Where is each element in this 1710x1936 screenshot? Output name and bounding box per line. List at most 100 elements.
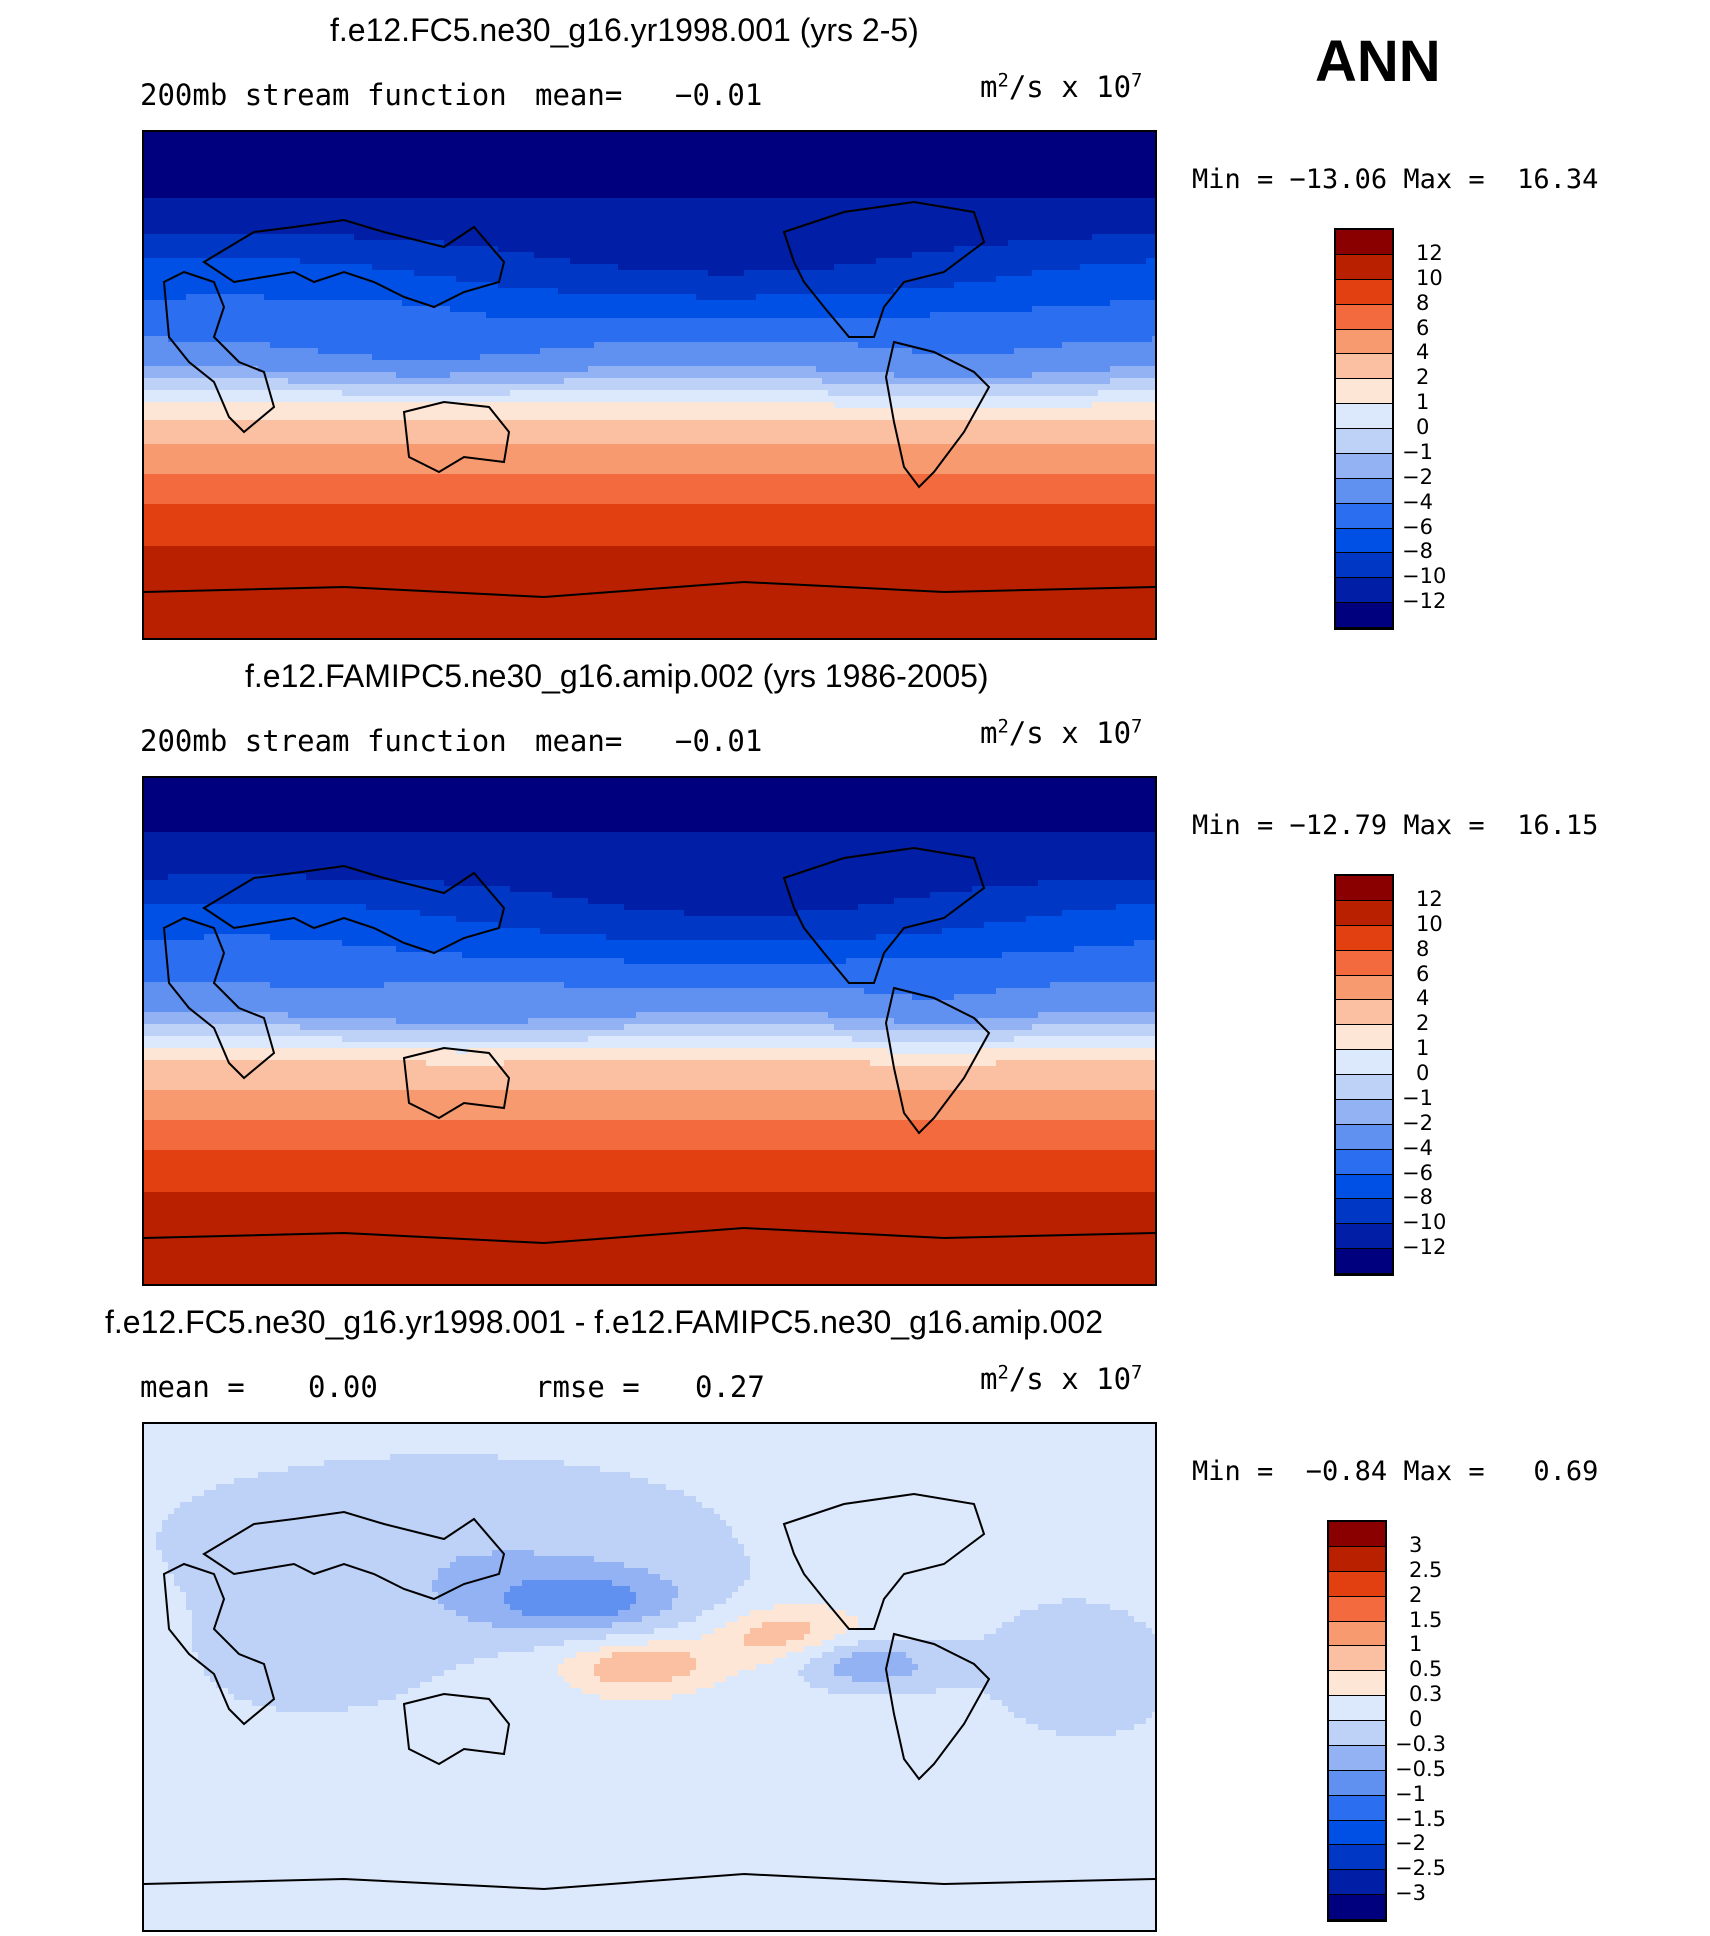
field-cell [672, 216, 679, 223]
field-cell [408, 228, 415, 235]
field-cell [930, 270, 937, 277]
field-cell [648, 294, 655, 301]
field-cell [504, 222, 511, 229]
field-cell [594, 276, 601, 283]
field-cell [516, 234, 523, 241]
field-cell [1116, 288, 1123, 295]
field-cell [330, 144, 337, 151]
field-cell [618, 252, 625, 259]
field-cell [1050, 204, 1057, 211]
field-cell [1122, 198, 1129, 205]
field-cell [276, 210, 283, 217]
field-cell [750, 210, 757, 217]
field-cell [378, 246, 385, 253]
field-cell [432, 192, 439, 199]
field-cell [312, 252, 319, 259]
field-cell [858, 138, 865, 145]
field-cell [288, 180, 295, 187]
field-cell [1050, 174, 1057, 181]
field-cell [204, 162, 211, 169]
field-cell [366, 258, 373, 265]
field-cell [234, 216, 241, 223]
field-cell [420, 144, 427, 151]
field-cell [828, 186, 835, 193]
field-cell [180, 186, 187, 193]
field-cell [1038, 156, 1045, 163]
field-cell [636, 240, 643, 247]
field-cell [1056, 198, 1063, 205]
field-cell [696, 162, 703, 169]
field-cell [450, 222, 457, 229]
field-cell [774, 282, 781, 289]
field-cell [660, 228, 667, 235]
field-cell [246, 186, 253, 193]
field-cell [354, 132, 361, 139]
field-cell [690, 276, 697, 283]
field-cell [162, 216, 169, 223]
field-cell [432, 144, 439, 151]
field-cell [360, 216, 367, 223]
field-cell [606, 144, 613, 151]
field-cell [426, 204, 433, 211]
field-cell [624, 168, 631, 175]
field-cell [696, 216, 703, 223]
field-cell [216, 276, 223, 283]
field-cell [390, 276, 397, 283]
field-cell [450, 216, 457, 223]
field-cell [534, 204, 541, 211]
field-cell [738, 162, 745, 169]
field-cell [954, 252, 961, 259]
field-cell [192, 306, 199, 313]
field-cell [972, 234, 979, 241]
field-cell [186, 180, 193, 187]
field-cell [1104, 264, 1111, 271]
field-cell [888, 216, 895, 223]
field-cell [678, 294, 685, 301]
field-cell [630, 180, 637, 187]
field-cell [240, 210, 247, 217]
field-cell [168, 258, 175, 265]
field-cell [306, 252, 313, 259]
field-cell [504, 210, 511, 217]
field-cell [534, 276, 541, 283]
field-cell [204, 234, 211, 241]
field-cell [1050, 240, 1057, 247]
field-cell [576, 168, 583, 175]
field-cell [576, 180, 583, 187]
field-cell [798, 294, 805, 301]
field-cell [534, 150, 541, 157]
field-cell [378, 276, 385, 283]
field-cell [918, 132, 925, 139]
field-cell [1020, 252, 1027, 259]
field-cell [144, 216, 151, 223]
field-cell [324, 186, 331, 193]
field-cell [186, 276, 193, 283]
field-cell [726, 282, 733, 289]
field-cell [660, 282, 667, 289]
field-cell [1044, 150, 1051, 157]
field-cell [636, 180, 643, 187]
field-cell [1128, 186, 1135, 193]
field-cell [330, 132, 337, 139]
field-cell [948, 174, 955, 181]
field-cell [1074, 300, 1081, 307]
field-cell [708, 252, 715, 259]
field-cell [150, 282, 157, 289]
field-cell [648, 186, 655, 193]
field-cell [354, 246, 361, 253]
field-cell [1068, 210, 1075, 217]
field-cell [192, 258, 199, 265]
field-cell [312, 192, 319, 199]
field-cell [720, 240, 727, 247]
field-cell [1098, 168, 1105, 175]
field-cell [366, 204, 373, 211]
field-cell [684, 180, 691, 187]
field-cell [948, 138, 955, 145]
field-cell [252, 150, 259, 157]
field-cell [606, 288, 613, 295]
field-cell [762, 264, 769, 271]
field-cell [192, 210, 199, 217]
field-cell [972, 138, 979, 145]
field-cell [480, 210, 487, 217]
field-cell [1068, 276, 1075, 283]
